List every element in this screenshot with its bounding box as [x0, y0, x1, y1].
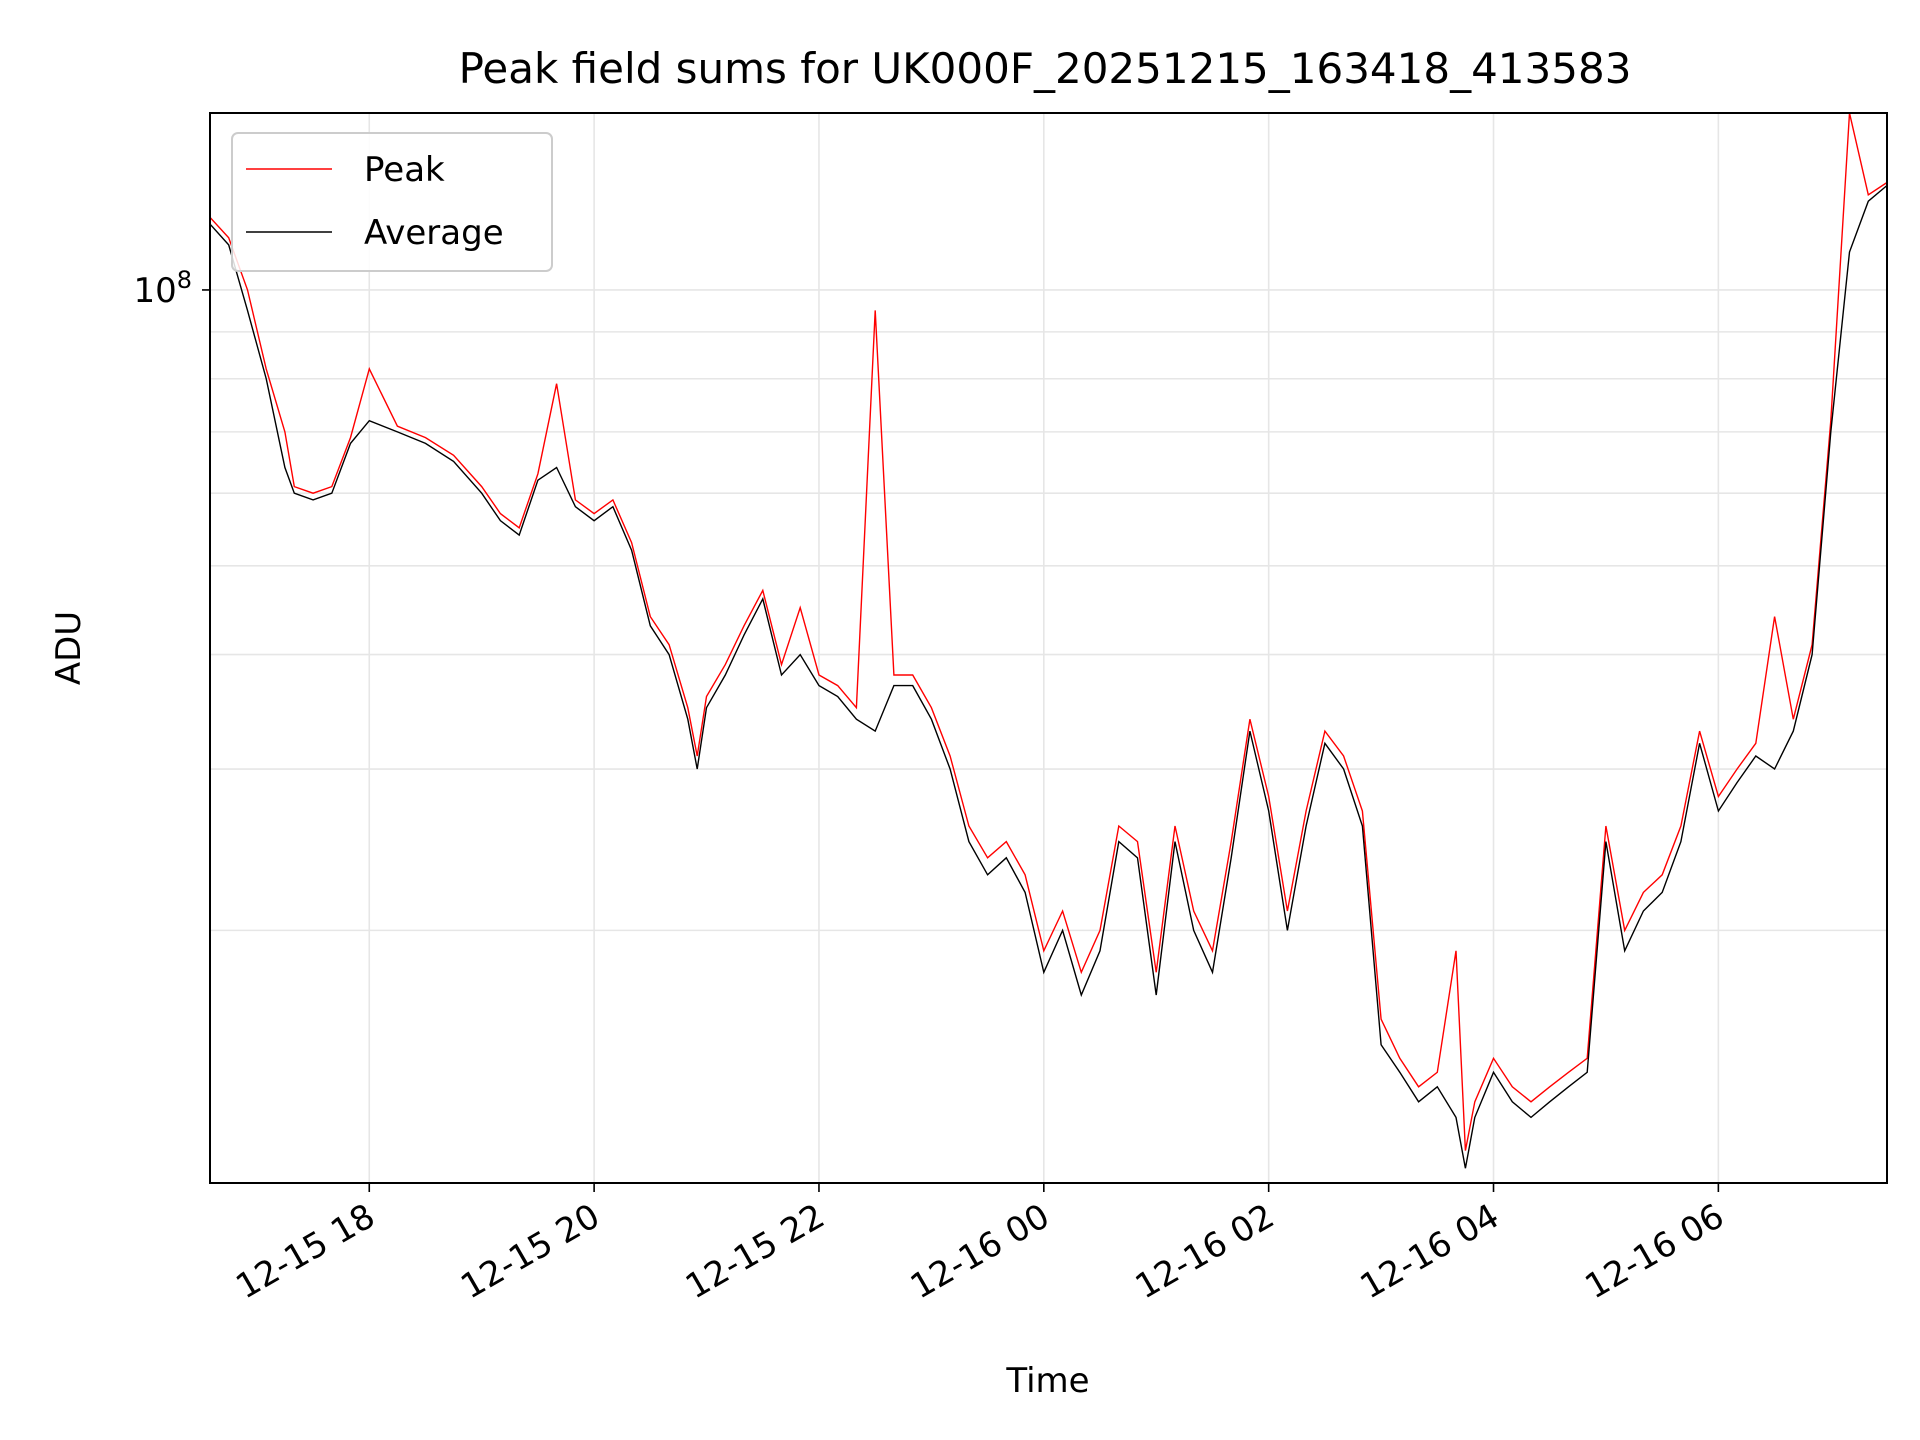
legend-label-average: Average: [364, 213, 504, 253]
legend-label-peak: Peak: [364, 150, 445, 190]
legend-box: [231, 132, 553, 272]
grid: [210, 113, 1887, 1183]
y-tick-label: 108: [133, 266, 192, 311]
y-axis-label: ADU: [49, 611, 89, 685]
y-tick-exponent: 8: [177, 266, 192, 294]
x-axis-label: Time: [1005, 1361, 1089, 1401]
y-axis-tick: 108: [133, 266, 210, 311]
chart-title: Peak field sums for UK000F_20251215_1634…: [459, 44, 1632, 93]
series-line-peak: [210, 113, 1887, 1151]
y-tick-base: 10: [133, 271, 176, 311]
legend: Peak Average: [231, 132, 553, 272]
series-line-average: [210, 184, 1887, 1169]
axes-frame: [209, 112, 1888, 1184]
plot-area: [210, 113, 1887, 1169]
